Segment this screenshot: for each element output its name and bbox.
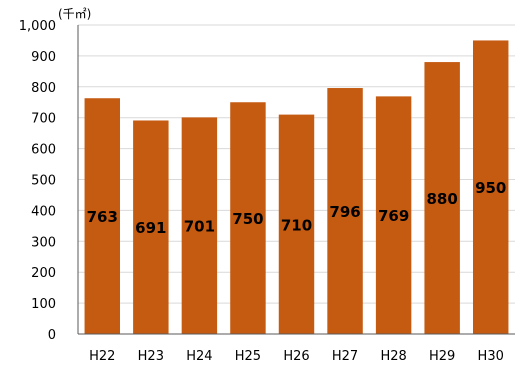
y-tick-label: 0 — [48, 328, 56, 343]
data-labels: 763 691 701 750 710 796 769 880 950 — [87, 179, 507, 237]
y-tick-label: 200 — [31, 266, 56, 281]
y-tick-label: 300 — [31, 235, 56, 250]
y-axis-unit-label: (千㎡) — [58, 7, 91, 21]
bar — [375, 96, 412, 334]
bar — [424, 62, 460, 335]
data-label: 880 — [427, 190, 458, 208]
data-label: 701 — [184, 218, 215, 236]
x-tick-label: H27 — [332, 349, 358, 364]
y-tick-label: 500 — [31, 174, 56, 189]
data-label: 950 — [475, 179, 506, 197]
bar — [327, 88, 363, 334]
data-label: 763 — [87, 208, 118, 226]
bar — [133, 120, 169, 334]
data-label: 750 — [232, 210, 263, 228]
data-label: 796 — [329, 203, 360, 221]
y-tick-label: 800 — [31, 81, 56, 96]
bar — [472, 40, 509, 334]
x-tick-label: H29 — [429, 349, 455, 364]
x-tick-label: H25 — [235, 349, 261, 364]
bar — [278, 114, 315, 334]
x-tick-label: H30 — [478, 349, 504, 364]
y-tick-label: 400 — [31, 204, 56, 219]
bar — [84, 98, 121, 334]
bar — [230, 102, 266, 334]
y-tick-label: 1,000 — [19, 19, 56, 34]
data-label: 710 — [281, 216, 312, 234]
y-tick-label: 700 — [31, 112, 56, 127]
data-label: 769 — [378, 207, 409, 225]
y-tick-label: 600 — [31, 143, 56, 158]
x-tick-label: H28 — [380, 349, 406, 364]
data-label: 691 — [135, 219, 166, 237]
y-tick-label: 100 — [31, 297, 56, 312]
x-tick-label: H22 — [89, 349, 115, 364]
y-tick-label: 900 — [31, 50, 56, 65]
x-tick-labels: H22 H23 H24 H25 H26 H27 H28 H29 H30 — [89, 349, 504, 364]
y-tick-labels: 0 100 200 300 400 500 600 700 800 900 1,000 — [19, 19, 56, 343]
x-tick-label: H23 — [138, 349, 164, 364]
x-tick-label: H26 — [283, 349, 309, 364]
axes — [77, 25, 515, 335]
x-tick-label: H24 — [186, 349, 212, 364]
bars — [84, 40, 509, 335]
bar — [181, 117, 218, 335]
